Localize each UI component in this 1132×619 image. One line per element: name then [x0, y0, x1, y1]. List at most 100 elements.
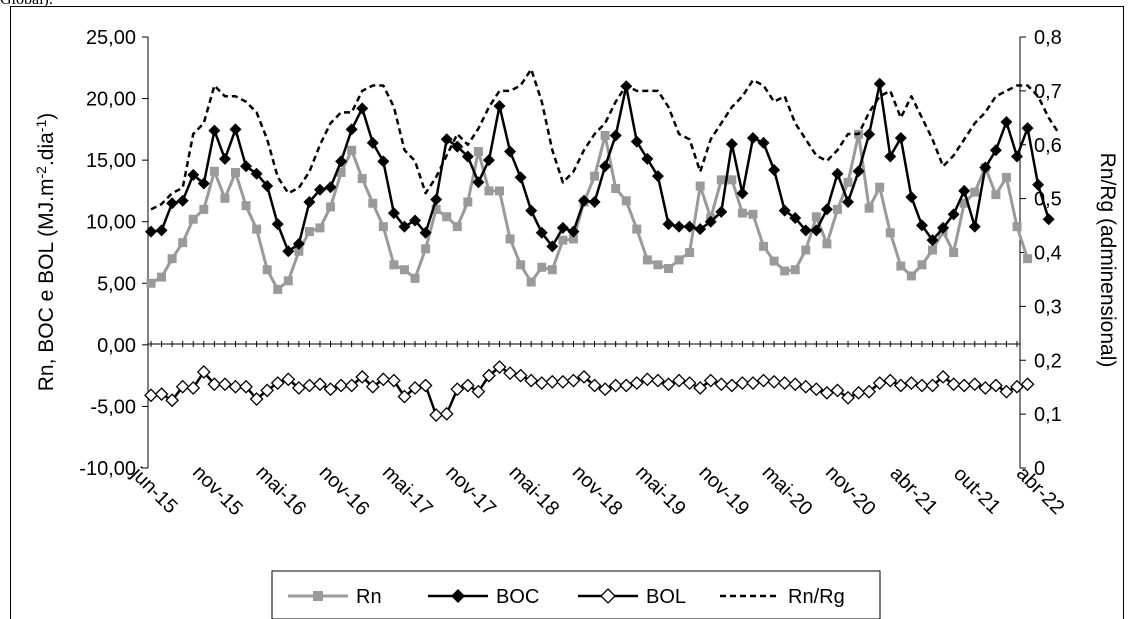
marker-boc: [250, 167, 263, 180]
marker-bol: [503, 366, 517, 381]
x-tick-label: mai-18: [505, 461, 564, 520]
y2-tick-label: 0,6: [1034, 135, 1062, 157]
marker-bol: [302, 378, 317, 393]
marker-rn: [431, 204, 441, 214]
marker-boc: [768, 163, 781, 176]
marker-boc: [187, 168, 200, 181]
marker-bol: [693, 381, 708, 395]
marker-bol: [334, 378, 349, 393]
marker-boc: [673, 220, 686, 233]
marker-boc: [1042, 213, 1055, 226]
marker-bol: [767, 374, 782, 389]
marker-boc: [176, 194, 189, 207]
marker-rn: [864, 203, 874, 213]
marker-boc: [863, 128, 876, 141]
marker-rn: [473, 147, 483, 157]
marker-bol: [144, 388, 158, 403]
marker-boc: [440, 133, 453, 146]
marker-boc: [746, 131, 759, 144]
marker-boc: [366, 136, 379, 149]
marker-boc: [335, 155, 348, 168]
marker-boc: [535, 226, 548, 239]
marker-rn: [780, 266, 790, 276]
marker-rn: [906, 271, 916, 281]
marker-boc: [166, 197, 179, 210]
marker-bol: [165, 393, 180, 408]
marker-bol: [724, 378, 739, 393]
marker-bol: [883, 373, 898, 388]
marker-boc: [514, 171, 527, 184]
marker-boc: [873, 77, 886, 90]
marker-boc: [958, 184, 971, 197]
marker-rn: [421, 244, 431, 254]
marker-boc: [968, 220, 981, 233]
marker-rn: [178, 238, 188, 248]
marker-boc: [852, 165, 865, 178]
marker-rn: [547, 265, 557, 275]
marker-rn: [157, 272, 167, 282]
marker-boc: [292, 237, 305, 250]
marker-boc: [398, 220, 411, 233]
marker-boc: [810, 224, 823, 237]
page-caption: Global).: [0, 0, 53, 9]
x-tick-label: mai-20: [758, 461, 817, 520]
marker-bol: [809, 382, 824, 397]
marker-bol: [936, 369, 950, 384]
marker-bol: [376, 372, 391, 387]
marker-rn: [716, 175, 726, 185]
x-tick-label: nov-16: [315, 461, 374, 520]
marker-boc: [915, 219, 928, 232]
x-tick-label: out-21: [949, 463, 1005, 519]
marker-bol: [756, 373, 771, 388]
marker-rn: [273, 284, 283, 294]
x-tick-label: mai-19: [631, 461, 690, 520]
x-tick-label: mai-17: [378, 461, 437, 520]
marker-boc: [630, 135, 643, 148]
legend-marker-bol: [600, 588, 616, 604]
marker-rn: [875, 182, 885, 192]
marker-boc: [430, 193, 443, 206]
y2-tick-label: 0,7: [1034, 81, 1062, 103]
marker-rn: [917, 260, 927, 270]
marker-rn: [748, 209, 758, 219]
marker-boc: [493, 99, 506, 112]
marker-rn: [600, 131, 610, 141]
marker-boc: [482, 154, 495, 167]
marker-bol: [872, 376, 887, 390]
marker-boc: [525, 204, 538, 217]
legend-marker-rn: [313, 591, 323, 601]
marker-rn: [357, 174, 367, 184]
marker-rn: [928, 245, 938, 255]
marker-rn: [568, 234, 578, 244]
marker-rn: [326, 202, 336, 212]
y-tick-label: 0,00: [97, 335, 136, 357]
y2-tick-label: 0: [1034, 458, 1045, 480]
marker-boc: [651, 170, 664, 183]
marker-bol: [154, 387, 169, 402]
x-tick-label: nov-19: [694, 461, 753, 520]
marker-bol: [260, 383, 275, 398]
marker-rn: [959, 198, 969, 208]
marker-boc: [556, 221, 569, 234]
marker-rn: [252, 224, 262, 234]
legend: Rn BOC BOL Rn/Rg: [271, 570, 881, 619]
x-tick-label: nov-17: [441, 461, 500, 520]
marker-boc: [599, 160, 612, 173]
marker-boc: [218, 152, 231, 165]
marker-bol: [429, 408, 444, 422]
marker-boc: [1011, 150, 1023, 163]
marker-bol: [915, 378, 929, 393]
marker-boc: [937, 221, 950, 234]
marker-bol: [788, 377, 803, 392]
marker-bol: [661, 377, 676, 392]
marker-bol: [186, 381, 201, 395]
marker-boc: [451, 140, 464, 153]
marker-rn: [558, 235, 568, 245]
marker-boc: [303, 196, 316, 209]
marker-bol: [386, 373, 401, 388]
marker-rn: [811, 212, 821, 222]
marker-boc: [345, 123, 358, 136]
marker-bol: [651, 373, 665, 388]
marker-bol: [988, 378, 1003, 393]
marker-rn: [241, 201, 251, 211]
